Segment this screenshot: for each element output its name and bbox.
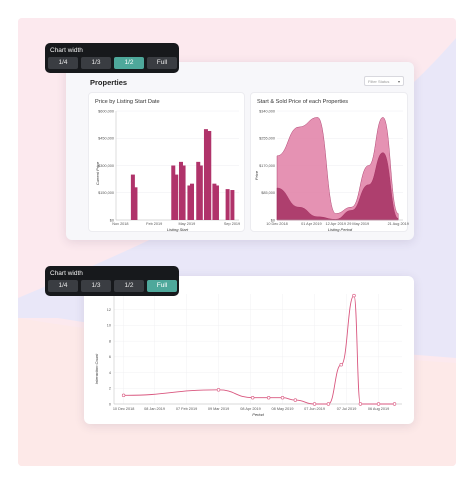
chart-width-toolbar-bottom: Chart width 1/4 1/3 1/2 Full <box>45 266 179 296</box>
data-point <box>392 402 397 406</box>
area-series <box>276 152 399 221</box>
y-tick-label: $600,000 <box>98 109 114 113</box>
y-tick-label: $0 <box>110 218 114 222</box>
toolbar-title: Chart width <box>50 47 83 54</box>
x-tick-label: 29 May 2019 <box>347 222 369 226</box>
filter-status-select[interactable]: Filter Status ▾ <box>364 76 404 86</box>
bar <box>190 183 195 220</box>
y-tick-label: $170,000 <box>259 164 275 168</box>
width-option-1-2[interactable]: 1/2 <box>114 280 144 292</box>
x-tick-label: 10 Dec 2018 <box>266 222 288 226</box>
line-chart: 0 2 4 6 8 10 12 10 Dec 2018 08 Jan 2019 07 Feb 20… <box>94 293 402 417</box>
y-tick-label: 4 <box>109 371 111 375</box>
y-tick-label: $150,000 <box>98 191 114 195</box>
y-tick-label: $340,000 <box>259 109 275 113</box>
properties-dashboard: Properties Filter Status ▾ Price by List… <box>66 62 414 240</box>
data-point <box>121 393 126 398</box>
x-tick-label: 21 Aug 2019 <box>388 222 409 226</box>
x-tick-label: 07 Jul 2019 <box>337 407 357 411</box>
bar <box>214 185 219 220</box>
bar-chart: $0 $150,000 $300,000 $450,000 $600,000 Nov 20… <box>95 109 240 232</box>
y-axis-label: Interaction Count <box>94 353 99 384</box>
x-axis-label: Period <box>252 412 264 417</box>
x-tick-label: 08 Jan 2019 <box>144 407 165 411</box>
x-tick-label: 09 Mar 2019 <box>208 407 229 411</box>
y-tick-label: $255,000 <box>259 137 275 141</box>
y-axis-label: Current Price <box>95 161 100 185</box>
data-point <box>280 396 285 400</box>
chevron-down-icon: ▾ <box>397 79 400 84</box>
x-tick-label: 08 May 2019 <box>272 407 294 411</box>
x-axis-label: Listing Start <box>167 227 189 232</box>
x-tick-label: Sep 2019 <box>224 222 240 226</box>
x-tick-label: 08 Apr 2019 <box>240 407 260 411</box>
bar <box>130 174 135 220</box>
interaction-line <box>123 295 395 405</box>
data-point <box>216 388 221 392</box>
width-option-1-3[interactable]: 1/3 <box>81 280 111 292</box>
x-tick-label: Nov 2018 <box>112 222 128 226</box>
bar-chart-panel: Price by Listing Start Date $0 $150,000 $3… <box>88 92 245 232</box>
bar <box>178 161 183 220</box>
bar <box>212 183 217 220</box>
y-tick-label: $300,000 <box>98 164 114 168</box>
data-point <box>358 402 363 406</box>
bar <box>198 165 203 220</box>
y-tick-label: $85,000 <box>261 191 275 195</box>
bar <box>133 187 138 220</box>
width-option-1-4[interactable]: 1/4 <box>48 280 78 292</box>
y-axis-label: Price <box>254 170 259 180</box>
y-tick-label: 6 <box>109 355 111 359</box>
bar-chart-title: Price by Listing Start Date <box>95 99 160 105</box>
y-tick-label: $450,000 <box>98 137 114 141</box>
toolbar-title: Chart width <box>50 270 83 277</box>
x-tick-label: Feb 2019 <box>146 222 162 226</box>
data-point <box>376 402 381 406</box>
data-point <box>352 293 356 298</box>
dashboard-title: Properties <box>90 78 128 87</box>
x-tick-label: 10 Dec 2018 <box>113 407 135 411</box>
width-option-1-4[interactable]: 1/4 <box>48 57 78 69</box>
y-tick-label: 8 <box>109 339 111 343</box>
width-option-1-3[interactable]: 1/3 <box>81 57 111 69</box>
area-chart-title: Start & Sold Price of each Properties <box>257 99 349 105</box>
area-chart: $0 $85,000 $170,000 $255,000 $340,000 10 Dec … <box>254 109 409 232</box>
width-option-full[interactable]: Full <box>147 280 177 292</box>
data-point <box>326 402 331 406</box>
bar <box>196 161 201 220</box>
bar <box>203 129 208 220</box>
x-tick-label: 12 Apr 2019 <box>325 222 345 226</box>
data-point <box>312 402 317 406</box>
area-chart-panel: Start & Sold Price of each Properties $0… <box>250 92 409 232</box>
filter-placeholder: Filter Status <box>368 79 390 84</box>
y-tick-label: 0 <box>109 402 111 406</box>
width-option-full[interactable]: Full <box>147 57 177 69</box>
y-tick-label: 12 <box>107 308 111 312</box>
data-point <box>250 396 255 400</box>
data-point <box>339 363 343 367</box>
interaction-line-card: 0 2 4 6 8 10 12 10 Dec 2018 08 Jan 2019 07 Feb 20… <box>84 276 414 424</box>
x-tick-label: May 2019 <box>179 222 196 226</box>
y-tick-label: $0 <box>271 218 275 222</box>
width-option-1-2[interactable]: 1/2 <box>114 57 144 69</box>
bar <box>207 130 212 220</box>
x-tick-label: 07 Feb 2019 <box>176 407 197 411</box>
chart-width-toolbar-top: Chart width 1/4 1/3 1/2 Full <box>45 43 179 73</box>
bar <box>171 165 176 220</box>
x-axis-label: Listing Period <box>328 227 353 232</box>
x-tick-label: 06 Aug 2019 <box>368 407 389 411</box>
bar <box>230 190 235 220</box>
bar <box>225 189 230 220</box>
bar <box>181 165 186 220</box>
data-point <box>266 396 271 400</box>
data-point <box>293 398 298 402</box>
bar <box>174 174 179 220</box>
x-tick-label: 07 Jun 2019 <box>304 407 325 411</box>
x-tick-label: 01 Apr 2019 <box>301 222 321 226</box>
y-tick-label: 2 <box>109 387 111 391</box>
y-tick-label: 10 <box>107 324 111 328</box>
bar <box>187 185 192 220</box>
